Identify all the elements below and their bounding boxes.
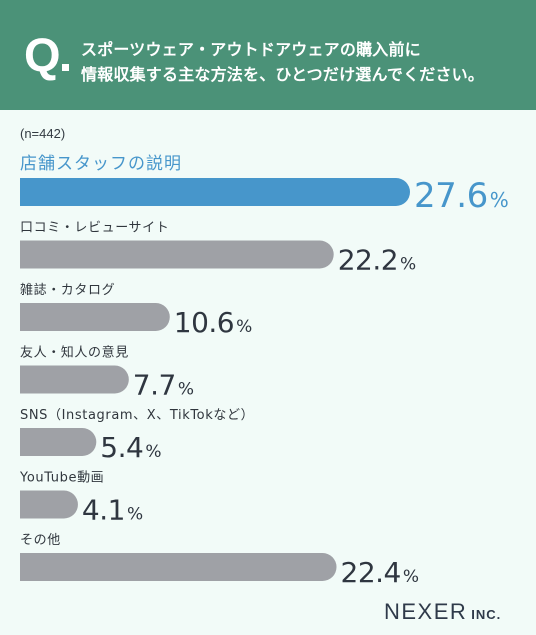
bar: [20, 365, 129, 394]
question-header: Q スポーツウェア・アウトドアウェアの購入前に 情報収集する主な方法を、ひとつだ…: [0, 0, 536, 110]
bar-label: YouTube動画: [19, 471, 104, 486]
bar-value-unit: %: [403, 567, 419, 587]
bar-value-unit: %: [490, 188, 509, 212]
question-text: スポーツウェア・アウトドアウェアの購入前に 情報収集する主な方法を、ひとつだけ選…: [81, 37, 521, 87]
bar-label: 雑誌・カタログ: [20, 282, 115, 298]
q-mark: Q: [24, 31, 69, 78]
bar: [20, 303, 170, 331]
sample-size-label: (n=442): [20, 126, 66, 141]
bar-value: 27.6%: [414, 176, 508, 216]
brand-suffix: INC.: [471, 607, 502, 622]
bar-label: 友人・知人の意見: [20, 345, 129, 361]
bar: [20, 428, 97, 456]
bar: [20, 178, 410, 206]
bar-value: 7.7%: [133, 369, 194, 402]
bar-value: 5.4%: [100, 431, 161, 464]
bar-value-number: 4.1: [82, 494, 125, 527]
q-label: Q: [24, 28, 61, 81]
bar-value: 22.2%: [338, 244, 416, 277]
bar-value-unit: %: [145, 442, 161, 462]
brand-name: NEXER: [384, 599, 468, 624]
bar-value: 4.1%: [82, 494, 143, 527]
brand-logo: NEXER INC.: [384, 599, 501, 625]
bar-label: その他: [20, 533, 61, 548]
bar: [20, 490, 78, 519]
bar-value: 22.4%: [341, 556, 419, 589]
bar-value-number: 7.7: [133, 369, 176, 402]
bar-value-unit: %: [236, 317, 252, 337]
bar: [20, 240, 334, 269]
question-line-1: スポーツウェア・アウトドアウェアの購入前に: [81, 40, 421, 59]
bar-value-unit: %: [127, 505, 143, 525]
bar-value-number: 27.6: [414, 176, 488, 216]
bar-value-number: 22.4: [341, 556, 401, 589]
bar-value-unit: %: [178, 380, 194, 400]
q-dot: [61, 64, 69, 71]
bar-label: SNS（Instagram、X、TikTokなど）: [20, 408, 254, 423]
bar-value-unit: %: [400, 255, 416, 275]
question-line-2: 情報収集する主な方法を、ひとつだけ選んでください。: [81, 65, 485, 84]
bar-value: 10.6%: [174, 306, 252, 339]
bar-label: 口コミ・レビューサイト: [20, 221, 169, 236]
bar-value-number: 5.4: [100, 431, 143, 464]
bar-value-number: 10.6: [174, 306, 234, 339]
bar-value-number: 22.2: [338, 244, 398, 277]
bar-label: 店舗スタッフの説明: [20, 154, 182, 174]
bar: [20, 553, 337, 581]
